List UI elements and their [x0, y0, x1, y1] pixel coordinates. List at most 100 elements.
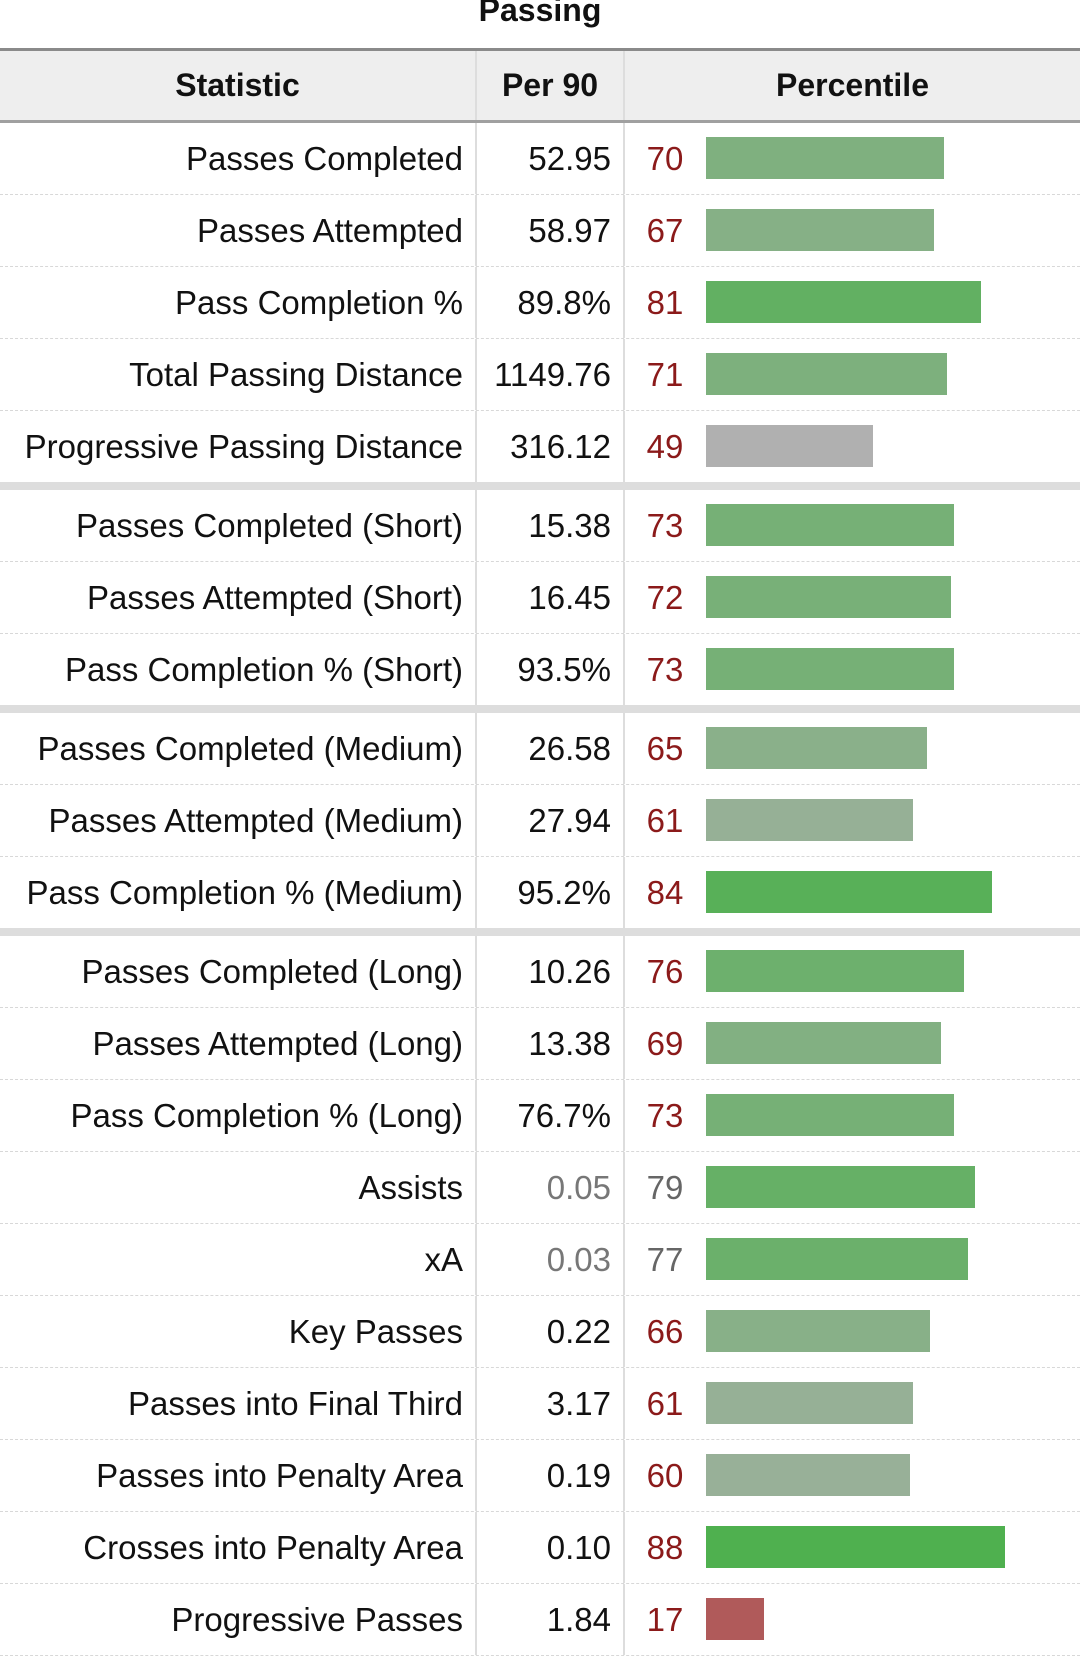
percentile-bar: [706, 1598, 764, 1640]
percentile-bar-track: [706, 281, 1066, 323]
percentile-value: 79: [646, 1168, 684, 1206]
percentile-value: 71: [646, 355, 684, 393]
percentile-cell: 67: [625, 195, 1080, 266]
percentile-cell: 72: [625, 562, 1080, 633]
percentile-value: 73: [646, 1096, 684, 1134]
per90-value: 76.7%: [477, 1080, 625, 1151]
percentile-bar-track: [706, 799, 1066, 841]
per90-value: 0.03: [477, 1224, 625, 1295]
table-row: Passes Attempted (Short) 16.45 72: [0, 562, 1080, 634]
percentile-bar: [706, 1238, 968, 1280]
percentile-bar-track: [706, 1598, 1066, 1640]
percentile-bar-track: [706, 576, 1066, 618]
stat-name[interactable]: Passes into Final Third: [0, 1368, 477, 1439]
percentile-bar-track: [706, 209, 1066, 251]
percentile-cell: 66: [625, 1296, 1080, 1367]
percentile-bar: [706, 137, 944, 179]
percentile-bar-track: [706, 137, 1066, 179]
percentile-value: 88: [646, 1528, 684, 1566]
percentile-value: 84: [646, 873, 684, 911]
stat-name[interactable]: Passes Attempted (Short): [0, 562, 477, 633]
percentile-cell: 73: [625, 1080, 1080, 1151]
percentile-cell: 77: [625, 1224, 1080, 1295]
percentile-bar-track: [706, 648, 1066, 690]
stat-name[interactable]: Progressive Passes: [0, 1584, 477, 1655]
percentile-bar-track: [706, 1454, 1066, 1496]
stat-name[interactable]: Pass Completion % (Long): [0, 1080, 477, 1151]
stat-name[interactable]: Passes into Penalty Area: [0, 1440, 477, 1511]
percentile-value: 17: [646, 1600, 684, 1638]
stat-name[interactable]: Passes Completed: [0, 123, 477, 194]
percentile-bar: [706, 425, 873, 467]
stat-name[interactable]: Pass Completion % (Short): [0, 634, 477, 705]
stat-name[interactable]: xA: [0, 1224, 477, 1295]
stat-name[interactable]: Passes Completed (Long): [0, 936, 477, 1007]
stat-name[interactable]: Passes Attempted: [0, 195, 477, 266]
percentile-value: 49: [646, 427, 684, 465]
percentile-cell: 73: [625, 634, 1080, 705]
table-row: Pass Completion % (Short) 93.5% 73: [0, 634, 1080, 713]
per90-value: 13.38: [477, 1008, 625, 1079]
percentile-cell: 17: [625, 1584, 1080, 1655]
percentile-value: 73: [646, 650, 684, 688]
percentile-bar: [706, 281, 981, 323]
percentile-bar-track: [706, 1526, 1066, 1568]
percentile-bar-track: [706, 353, 1066, 395]
percentile-bar-track: [706, 425, 1066, 467]
percentile-value: 76: [646, 952, 684, 990]
stats-table-body: Passes Completed 52.95 70 Passes Attempted 5…: [0, 123, 1080, 1656]
percentile-bar: [706, 576, 951, 618]
stat-name[interactable]: Pass Completion % (Medium): [0, 857, 477, 928]
header-statistic[interactable]: Statistic: [0, 51, 477, 120]
stat-name[interactable]: Passes Completed (Short): [0, 490, 477, 561]
per90-value: 0.10: [477, 1512, 625, 1583]
percentile-cell: 60: [625, 1440, 1080, 1511]
stat-name[interactable]: Pass Completion %: [0, 267, 477, 338]
table-row: Passes into Penalty Area 0.19 60: [0, 1440, 1080, 1512]
stat-name[interactable]: Passes Attempted (Medium): [0, 785, 477, 856]
percentile-cell: 81: [625, 267, 1080, 338]
percentile-bar: [706, 1094, 954, 1136]
percentile-cell: 76: [625, 936, 1080, 1007]
percentile-value: 66: [646, 1312, 684, 1350]
per90-value: 16.45: [477, 562, 625, 633]
stat-name[interactable]: Total Passing Distance: [0, 339, 477, 410]
percentile-value: 61: [646, 801, 684, 839]
table-row: Passes Completed (Long) 10.26 76: [0, 936, 1080, 1008]
percentile-cell: 49: [625, 411, 1080, 482]
table-row: Passes Completed 52.95 70: [0, 123, 1080, 195]
per90-value: 1149.76: [477, 339, 625, 410]
percentile-value: 60: [646, 1456, 684, 1494]
per90-value: 52.95: [477, 123, 625, 194]
table-row: Passes into Final Third 3.17 61: [0, 1368, 1080, 1440]
percentile-value: 69: [646, 1024, 684, 1062]
stat-name[interactable]: Key Passes: [0, 1296, 477, 1367]
table-header: Statistic Per 90 Percentile: [0, 48, 1080, 123]
stat-name[interactable]: Progressive Passing Distance: [0, 411, 477, 482]
percentile-bar-track: [706, 1382, 1066, 1424]
percentile-value: 73: [646, 506, 684, 544]
percentile-bar-track: [706, 1166, 1066, 1208]
percentile-bar-track: [706, 950, 1066, 992]
per90-value: 3.17: [477, 1368, 625, 1439]
table-row: Passes Completed (Medium) 26.58 65: [0, 713, 1080, 785]
stat-name[interactable]: Assists: [0, 1152, 477, 1223]
section-title: Passing: [478, 0, 602, 28]
stat-name[interactable]: Passes Attempted (Long): [0, 1008, 477, 1079]
percentile-cell: 88: [625, 1512, 1080, 1583]
header-per90[interactable]: Per 90: [477, 51, 625, 120]
table-row: Progressive Passes 1.84 17: [0, 1584, 1080, 1656]
table-row: Passes Attempted (Long) 13.38 69: [0, 1008, 1080, 1080]
header-percentile[interactable]: Percentile: [776, 67, 929, 103]
percentile-cell: 70: [625, 123, 1080, 194]
percentile-cell: 79: [625, 1152, 1080, 1223]
per90-value: 26.58: [477, 713, 625, 784]
percentile-bar-track: [706, 871, 1066, 913]
percentile-bar-track: [706, 1022, 1066, 1064]
stat-name[interactable]: Crosses into Penalty Area: [0, 1512, 477, 1583]
per90-value: 95.2%: [477, 857, 625, 928]
percentile-cell: 69: [625, 1008, 1080, 1079]
percentile-bar: [706, 799, 913, 841]
percentile-bar: [706, 353, 947, 395]
stat-name[interactable]: Passes Completed (Medium): [0, 713, 477, 784]
